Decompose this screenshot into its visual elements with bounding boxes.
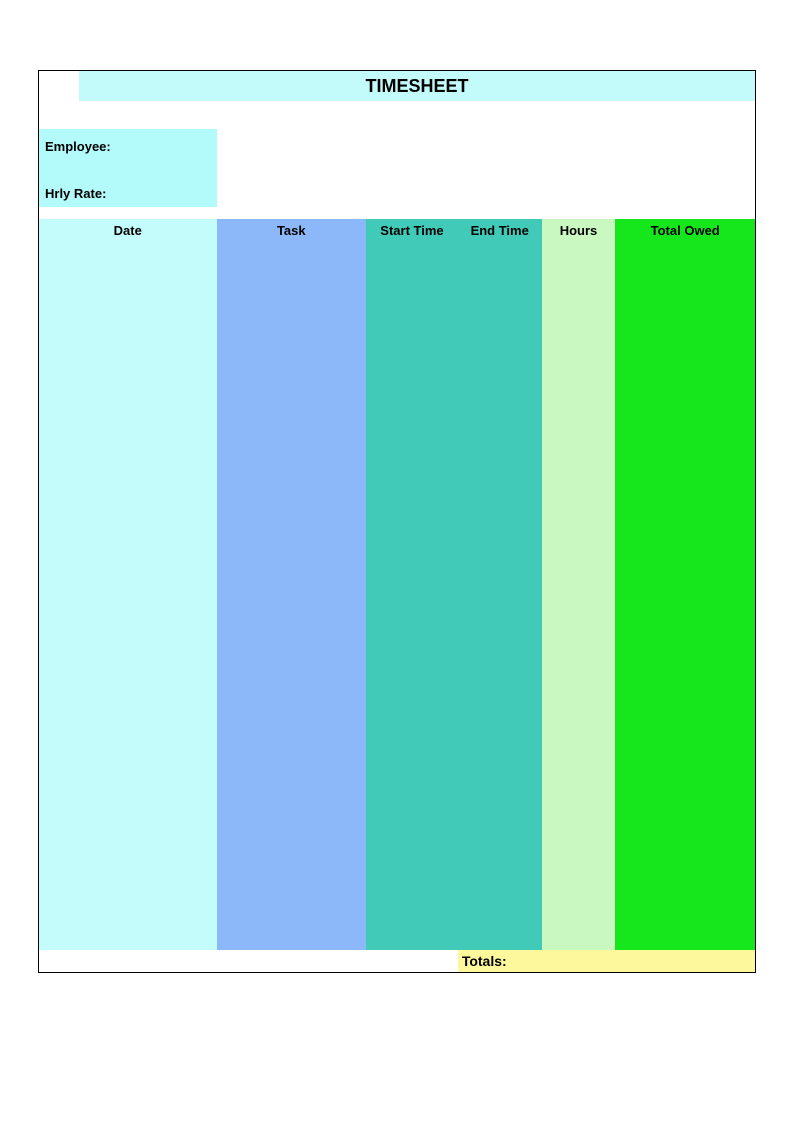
- timesheet-container: TIMESHEET Employee: Hrly Rate: Date Task…: [38, 70, 756, 973]
- column-total-owed: [615, 241, 755, 950]
- column-hours: [542, 241, 616, 950]
- employee-info-block: Employee: Hrly Rate:: [39, 129, 217, 207]
- spacer: [39, 101, 755, 129]
- table-body: [39, 241, 755, 950]
- spacer: [39, 207, 755, 219]
- page-title: TIMESHEET: [365, 76, 468, 97]
- totals-spacer: [39, 950, 217, 972]
- totals-spacer: [217, 950, 367, 972]
- column-end-time: [458, 241, 542, 950]
- column-start-time: [366, 241, 458, 950]
- table-header-row: Date Task Start Time End Time Hours Tota…: [39, 219, 755, 241]
- employee-label: Employee:: [45, 139, 211, 154]
- header-total-owed: Total Owed: [615, 219, 755, 241]
- totals-label: Totals:: [458, 950, 542, 972]
- header-hours: Hours: [542, 219, 616, 241]
- hourly-rate-label: Hrly Rate:: [45, 186, 211, 201]
- totals-owed-cell: [615, 950, 755, 972]
- header-start-time: Start Time: [366, 219, 458, 241]
- header-task: Task: [217, 219, 367, 241]
- column-task: [217, 241, 367, 950]
- header-date: Date: [39, 219, 217, 241]
- totals-row: Totals:: [39, 950, 755, 972]
- column-date: [39, 241, 217, 950]
- title-band: TIMESHEET: [79, 71, 755, 101]
- totals-spacer: [366, 950, 458, 972]
- totals-hours-cell: [542, 950, 616, 972]
- header-end-time: End Time: [458, 219, 542, 241]
